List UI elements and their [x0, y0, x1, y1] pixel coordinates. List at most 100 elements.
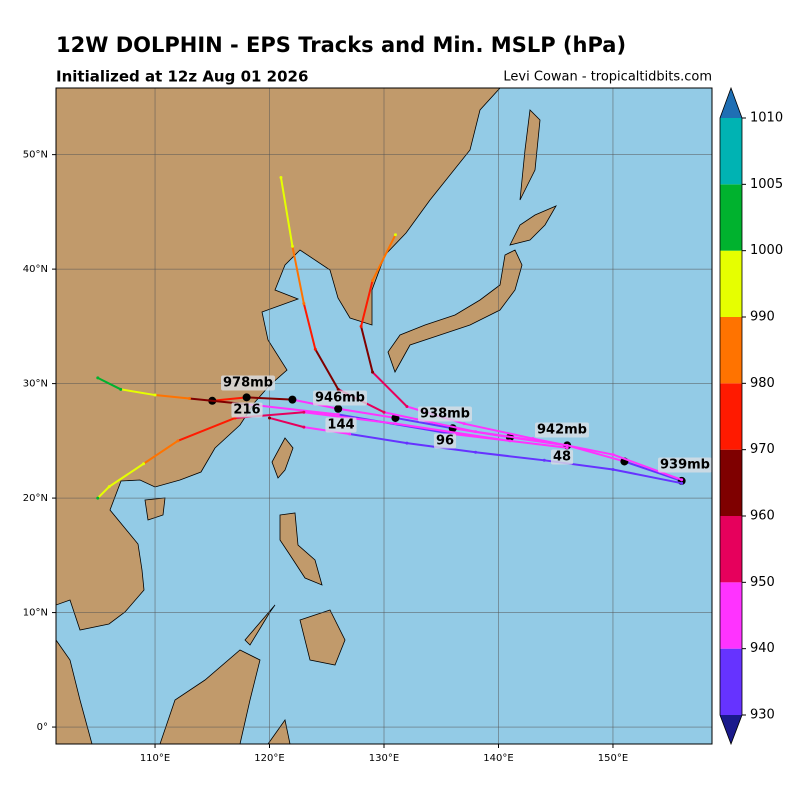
mslp-label: 978mb	[223, 376, 273, 391]
mslp-label-group: 978mb	[221, 375, 275, 391]
track-segment	[211, 396, 248, 402]
track-point	[611, 467, 615, 471]
colorbar-label: 980	[750, 376, 775, 391]
colorbar-bin	[720, 118, 742, 185]
track-segment	[119, 388, 157, 397]
track-point	[474, 450, 478, 454]
track-point	[302, 301, 306, 305]
track-point	[242, 393, 251, 402]
track-point	[334, 404, 343, 413]
x-tick-label: 140°E	[483, 753, 513, 764]
y-tick-label: 40°N	[23, 264, 48, 275]
track-point	[542, 458, 546, 462]
mslp-label-group: 938mb	[418, 406, 472, 422]
track-segment	[291, 245, 305, 305]
track-segment	[176, 416, 237, 442]
track-point	[290, 244, 294, 248]
hour-label-box	[325, 417, 357, 433]
map-base: 939mb 942mb 938mb 946mb 978mb 48 96 144 216	[56, 88, 712, 744]
track-point	[405, 441, 409, 445]
y-tick-label: 20°N	[23, 493, 48, 504]
track-segment	[394, 422, 511, 442]
track-segment	[314, 348, 340, 391]
track-point	[474, 430, 478, 434]
mslp-label-group: 946mb	[313, 390, 367, 406]
track-segment	[348, 432, 408, 445]
track-point	[462, 422, 466, 426]
track-point	[348, 432, 352, 436]
colorbar-label: 1005	[750, 177, 783, 192]
colorbar-bin	[720, 317, 742, 384]
credit: Levi Cowan - tropicaltidbits.com	[503, 70, 712, 85]
track-point	[107, 485, 111, 489]
hour-label: 96	[436, 434, 454, 449]
track-point	[96, 496, 100, 500]
mslp-label: 939mb	[660, 458, 710, 473]
track-segment	[268, 416, 305, 429]
track-point	[153, 393, 157, 397]
track-segment	[245, 396, 294, 401]
track-segment	[474, 430, 569, 447]
mslp-label-box	[658, 457, 712, 473]
track-point	[508, 439, 512, 443]
colorbar-label: 1010	[750, 111, 783, 126]
track-point	[359, 324, 363, 328]
track-segment	[360, 279, 374, 328]
track-segment	[611, 453, 683, 481]
mslp-label: 946mb	[315, 391, 365, 406]
colorbar-label: 940	[750, 641, 775, 656]
track-point	[142, 462, 146, 466]
colorbar-bin	[720, 449, 742, 516]
x-tick-label: 120°E	[254, 753, 284, 764]
track-point	[119, 387, 123, 391]
hour-label-box	[550, 449, 574, 465]
colorbar-label: 990	[750, 310, 775, 325]
track-segment	[337, 407, 397, 419]
hour-label-group: 96	[433, 433, 457, 449]
labels: 939mb 942mb 938mb 946mb 978mb 48 96 144 216	[221, 375, 712, 473]
track-point	[288, 395, 297, 404]
colorbar-label: 950	[750, 575, 775, 590]
track-point	[187, 396, 191, 400]
track-segment	[96, 485, 111, 500]
track-segment	[383, 411, 477, 433]
x-tick-label: 130°E	[369, 753, 399, 764]
track-point	[393, 422, 397, 426]
track-point	[565, 443, 569, 447]
track-point	[96, 376, 100, 380]
track-segment	[108, 462, 145, 488]
track-point	[313, 347, 317, 351]
colorbar: 930 940 950 960 970 980 990 1000 1005 1010	[719, 86, 783, 746]
mslp-label-box	[221, 375, 275, 391]
track-point	[405, 404, 409, 408]
hour-label-group: 144	[325, 417, 357, 433]
track-point	[336, 413, 340, 417]
track-point	[382, 410, 386, 414]
land	[56, 88, 557, 744]
mslp-label-box	[418, 406, 472, 422]
track-segment	[611, 468, 683, 485]
subtitle: Initialized at 12z Aug 01 2026	[56, 68, 308, 86]
mslp-label-box	[535, 422, 589, 438]
track-segment	[371, 371, 408, 408]
mslp-label-group: 942mb	[535, 422, 589, 438]
track-point	[565, 446, 569, 450]
track-point	[302, 425, 306, 429]
track-segment	[302, 302, 317, 351]
colorbar-bin	[720, 648, 742, 715]
colorbar-label: 970	[750, 442, 775, 457]
colorbar-over	[720, 88, 742, 118]
colorbar-label: 960	[750, 509, 775, 524]
y-tick-label: 0°	[37, 722, 48, 733]
hour-label-group: 48	[550, 449, 574, 465]
track-point	[680, 478, 684, 482]
title: 12W DOLPHIN - EPS Tracks and Min. MSLP (…	[56, 33, 626, 57]
track-point	[611, 453, 615, 457]
mslp-label-box	[313, 390, 367, 406]
track-segment	[154, 394, 191, 400]
y-tick-label: 10°N	[23, 608, 48, 619]
hour-label-box	[433, 433, 457, 449]
track-point	[279, 176, 283, 180]
colorbar-under	[720, 715, 742, 744]
